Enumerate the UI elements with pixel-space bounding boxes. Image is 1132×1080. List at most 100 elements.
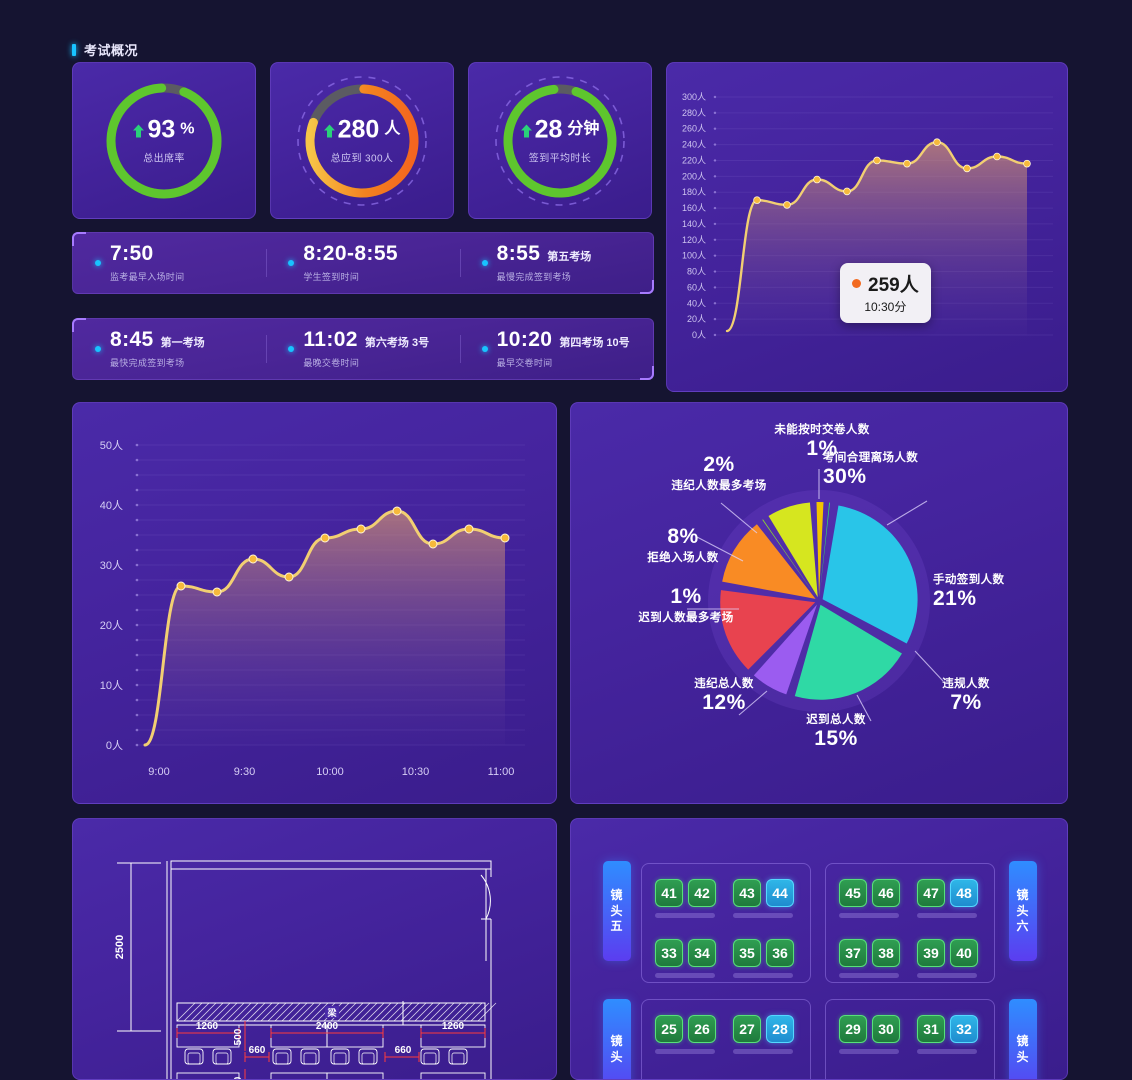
section-title-label: 考试概况 xyxy=(84,43,139,58)
svg-text:80人: 80人 xyxy=(687,267,706,277)
svg-text:40人: 40人 xyxy=(687,298,706,308)
desk xyxy=(917,913,977,918)
camera-label-left-5[interactable]: 镜头五 xyxy=(603,861,631,961)
timeline-sub-label: 监考最早入场时间 xyxy=(110,272,185,283)
seat[interactable]: 47 xyxy=(917,879,945,907)
gauge-ring-icon xyxy=(106,83,222,198)
seat-group xyxy=(641,999,811,1079)
timeline-sub-label: 学生签到时间 xyxy=(303,272,360,283)
svg-text:50人: 50人 xyxy=(100,439,123,452)
seat[interactable]: 26 xyxy=(688,1015,716,1043)
area-chart-attendance-big: 0人 10人 20人 30人 40人 50人 9:00 9:30 10:00 10:30 11:00 xyxy=(100,439,525,778)
svg-text:100人: 100人 xyxy=(682,251,706,261)
seat[interactable]: 36 xyxy=(766,939,794,967)
svg-text:240人: 240人 xyxy=(682,140,706,150)
svg-text:20人: 20人 xyxy=(687,314,706,324)
kpi-card-total-present[interactable]: 280 人 总应到 300人 xyxy=(270,62,454,219)
desk xyxy=(733,913,793,918)
chart-tooltip: 259人 10:30分 xyxy=(840,263,931,323)
seat[interactable]: 38 xyxy=(872,939,900,967)
svg-text:11:00: 11:00 xyxy=(488,766,515,778)
kpi-unit: % xyxy=(180,120,195,138)
timeline-sub-label: 最早交卷时间 xyxy=(496,358,553,369)
classroom-floor-plan-diagram: 2500 梁 1260 2400 1260 500 500 660 660 xyxy=(114,860,497,1080)
kpi-number: 28 xyxy=(534,115,563,143)
timeline-item[interactable]: 10:20 第四考场 10号 最早交卷时间 xyxy=(459,319,653,379)
seat[interactable]: 40 xyxy=(950,939,978,967)
bullet-dot-icon xyxy=(95,346,101,352)
svg-text:60人: 60人 xyxy=(687,282,706,292)
svg-text:2500: 2500 xyxy=(114,935,126,959)
pie-label-most-violation-room: 2% 违纪人数最多考场 xyxy=(671,453,767,492)
timeline-room: 第六考场 3号 xyxy=(364,336,430,349)
seat[interactable]: 28 xyxy=(766,1015,794,1043)
seat[interactable]: 45 xyxy=(839,879,867,907)
timeline-item[interactable]: 11:02 第六考场 3号 最晚交卷时间 xyxy=(266,319,459,379)
svg-text:220人: 220人 xyxy=(682,155,706,165)
seat[interactable]: 35 xyxy=(733,939,761,967)
seat[interactable]: 31 xyxy=(917,1015,945,1043)
kpi-card-avg-checkin-duration[interactable]: 28 分钟 签到平均时长 xyxy=(468,62,652,219)
floor-plan-card[interactable]: 2500 梁 1260 2400 1260 500 500 660 660 xyxy=(72,818,557,1080)
svg-text:500: 500 xyxy=(233,1076,244,1080)
seating-chart-card[interactable]: 镜头五 镜头 镜头六 镜头 41 42 43 44 33 34 35 36 45 46 47 48 37… xyxy=(570,818,1068,1080)
kpi-number: 280 xyxy=(337,115,380,143)
seat[interactable]: 30 xyxy=(872,1015,900,1043)
seat[interactable]: 33 xyxy=(655,939,683,967)
chart-card-attendance-big[interactable]: 0人 10人 20人 30人 40人 50人 9:00 9:30 10:00 10:30 11:00 xyxy=(72,402,557,804)
page-title: 考试概况 xyxy=(72,40,138,59)
timeline-bar-row-2: 8:45 第一考场 最快完成签到考场 11:02 第六考场 3号 最晚交卷时间 … xyxy=(72,318,654,380)
seat[interactable]: 39 xyxy=(917,939,945,967)
bullet-dot-icon xyxy=(288,346,295,352)
kpi-label: 总应到 300人 xyxy=(330,153,394,164)
tooltip-time: 10:30分 xyxy=(864,300,907,314)
seat[interactable]: 41 xyxy=(655,879,683,907)
kpi-unit: 分钟 xyxy=(567,120,600,138)
svg-text:10:00: 10:00 xyxy=(316,766,344,778)
seat[interactable]: 37 xyxy=(839,939,867,967)
seat[interactable]: 46 xyxy=(872,879,900,907)
camera-label-right-next[interactable]: 镜头 xyxy=(1009,999,1037,1079)
seat[interactable]: 29 xyxy=(839,1015,867,1043)
timeline-item[interactable]: 8:45 第一考场 最快完成签到考场 xyxy=(73,319,266,379)
timeline-item[interactable]: 7:50 监考最早入场时间 xyxy=(73,233,266,293)
svg-text:260人: 260人 xyxy=(682,124,706,134)
seat[interactable]: 27 xyxy=(733,1015,761,1043)
desk xyxy=(655,973,715,978)
bullet-dot-icon xyxy=(481,346,488,352)
timeline-sub-label: 最晚交卷时间 xyxy=(303,358,360,369)
timeline-item[interactable]: 8:20-8:55 学生签到时间 xyxy=(266,233,459,293)
seat[interactable]: 42 xyxy=(688,879,716,907)
seat[interactable]: 43 xyxy=(733,879,761,907)
seat[interactable]: 25 xyxy=(655,1015,683,1043)
seat[interactable]: 34 xyxy=(688,939,716,967)
svg-text:280人: 280人 xyxy=(682,108,706,118)
seat[interactable]: 44 xyxy=(766,879,794,907)
chart-card-exam-breakdown[interactable]: 未能按时交卷人数 1% 考间合理离场人数 30% 2% 违纪人数最多考场 8% … xyxy=(570,402,1068,804)
camera-label-right-6[interactable]: 镜头六 xyxy=(1009,861,1037,961)
seat-group xyxy=(825,863,995,983)
section-marker-icon xyxy=(72,43,76,56)
up-arrow-icon xyxy=(133,117,145,142)
gauge-avg-duration: 28 分钟 签到平均时长 xyxy=(469,63,651,218)
gauge-ring-icon xyxy=(297,75,427,206)
seat[interactable]: 48 xyxy=(950,879,978,907)
timeline-item[interactable]: 8:55 第五考场 最慢完成签到考场 xyxy=(459,233,653,293)
svg-text:40人: 40人 xyxy=(100,499,123,512)
timeline-bar-row-1: 7:50 监考最早入场时间 8:20-8:55 学生签到时间 8:55 第五考场… xyxy=(72,232,654,294)
pie-label-manual-checkin: 手动签到人数 21% xyxy=(933,574,1005,610)
svg-text:140人: 140人 xyxy=(682,219,706,229)
svg-text:30人: 30人 xyxy=(100,559,123,572)
timeline-time: 8:20-8:55 xyxy=(303,241,398,265)
pie-label-total-violations: 违纪总人数 12% xyxy=(694,678,754,714)
bullet-dot-icon xyxy=(481,260,488,266)
kpi-card-attendance-rate[interactable]: 93% 总出席率 xyxy=(72,62,256,219)
seat-group xyxy=(641,863,811,983)
svg-text:160人: 160人 xyxy=(682,203,706,213)
camera-label-left-next[interactable]: 镜头 xyxy=(603,999,631,1079)
svg-text:660: 660 xyxy=(249,1045,266,1056)
pie-chart-exam-breakdown xyxy=(687,469,944,722)
svg-text:0人: 0人 xyxy=(106,739,123,752)
seat[interactable]: 32 xyxy=(950,1015,978,1043)
chart-card-attendance-top[interactable]: 0人 20人 40人 60人 80人 100人 120人 140人 160人 180人 200人 22… xyxy=(666,62,1068,392)
